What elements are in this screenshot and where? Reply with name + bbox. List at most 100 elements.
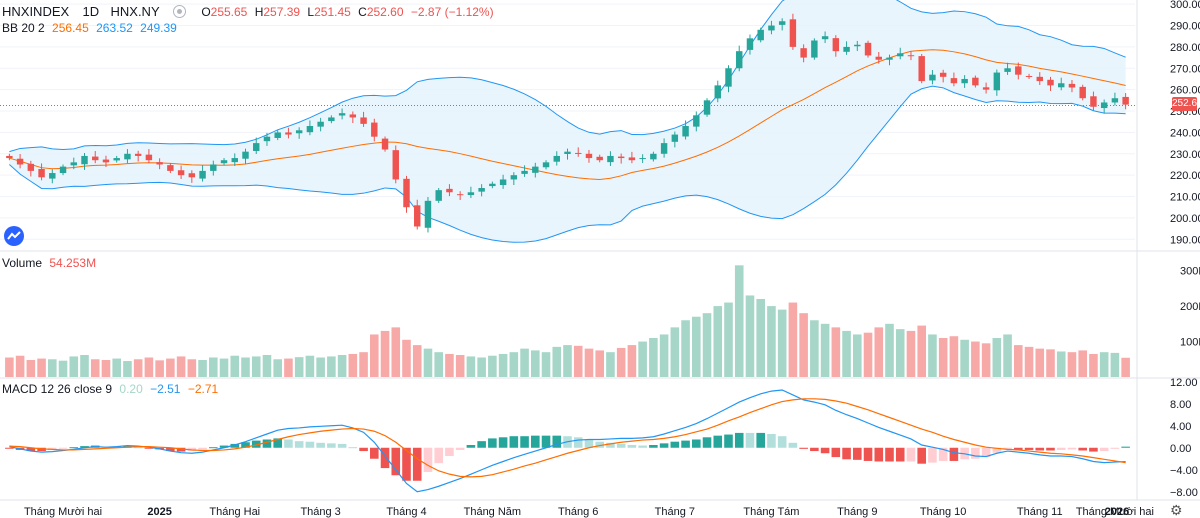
macd-histogram-bar — [777, 436, 787, 448]
volume-bar — [176, 356, 186, 377]
volume-bar — [820, 323, 830, 377]
open-value: 255.65 — [210, 5, 248, 19]
candle-body — [532, 166, 539, 173]
volume-bar — [573, 345, 583, 377]
settings-gear-icon[interactable]: ⚙ — [1170, 502, 1183, 518]
macd-histogram-bar — [745, 432, 755, 448]
open-label: O — [201, 5, 211, 19]
volume-bar — [284, 358, 293, 377]
macd-histogram-bar — [938, 447, 948, 461]
volume-bar — [1078, 350, 1087, 377]
candle-body — [424, 200, 432, 228]
volume-bar — [391, 327, 401, 377]
symbol-name[interactable]: HNXINDEX — [2, 4, 70, 19]
volume-bar — [863, 332, 873, 377]
macd-histogram-bar — [1003, 447, 1012, 450]
interval-label[interactable]: 1D — [82, 4, 100, 19]
volume-bar — [166, 358, 175, 377]
volume-bar — [563, 345, 572, 377]
candle-body — [167, 165, 174, 171]
volume-bar — [616, 347, 626, 377]
tradingview-logo-icon[interactable] — [4, 226, 24, 246]
macd-tick-label: −8.00 — [1170, 487, 1198, 499]
volume-bar — [649, 338, 658, 377]
volume-bar — [412, 345, 422, 377]
macd-histogram-bar — [853, 447, 862, 460]
candle-body — [263, 136, 271, 142]
volume-bar — [58, 360, 68, 377]
volume-bar — [219, 358, 229, 377]
volume-bar — [144, 357, 154, 377]
macd-histogram-bar — [520, 436, 529, 448]
exchange-label: HNX.NY — [110, 4, 160, 19]
macd-histogram-bar — [198, 447, 207, 450]
macd-histogram-bar — [1014, 447, 1023, 450]
macd-histogram-bar — [380, 447, 390, 469]
volume-bar — [552, 346, 562, 377]
macd-legend[interactable]: MACD 12 26 close 9 0.20 −2.51 −2.71 — [2, 382, 222, 396]
macd-histogram-bar — [756, 432, 765, 448]
bb-legend[interactable]: BB 20 2 256.45 263.52 249.39 — [2, 21, 181, 35]
candle-body — [92, 156, 99, 161]
macd-histogram-bar — [541, 435, 551, 448]
volume-bar — [123, 361, 132, 377]
close-label: C — [358, 5, 367, 19]
candle-body — [220, 160, 228, 164]
candle-body — [682, 126, 689, 137]
volume-bar — [69, 356, 79, 377]
candle-body — [746, 38, 754, 50]
volume-legend[interactable]: Volume 54.253M — [2, 256, 100, 270]
volume-bar — [498, 353, 508, 377]
volume-bar — [938, 338, 948, 377]
volume-bar — [1014, 345, 1023, 377]
candle-body — [124, 153, 131, 160]
volume-bar — [423, 348, 433, 377]
time-tick-label: 2025 — [147, 506, 171, 518]
macd-histogram-bar — [906, 447, 916, 462]
candle-body — [231, 158, 238, 163]
candle-body — [875, 56, 882, 60]
macd-histogram-bar — [949, 447, 959, 461]
macd-histogram-bar — [638, 445, 647, 448]
candle-body — [435, 190, 442, 201]
visibility-eye-icon[interactable] — [172, 5, 186, 19]
candle-body — [510, 175, 518, 180]
macd-histogram-bar — [810, 447, 819, 452]
macd-histogram-bar — [1121, 446, 1130, 448]
macd-histogram-bar — [842, 447, 851, 460]
volume-bar — [777, 309, 787, 377]
volume-bar — [734, 265, 744, 377]
volume-bar — [627, 345, 637, 377]
volume-bar — [477, 357, 486, 377]
volume-bar — [895, 329, 905, 377]
macd-histogram-bar — [1046, 447, 1055, 451]
candle-body — [403, 178, 410, 208]
candle-body — [575, 152, 582, 154]
volume-bar — [37, 358, 46, 377]
candle-body — [381, 138, 389, 150]
time-tick-label: Tháng 11 — [1017, 506, 1063, 518]
macd-histogram-bar — [273, 438, 282, 448]
macd-histogram-bar — [445, 447, 454, 456]
macd-histogram-bar — [294, 441, 304, 448]
macd-histogram-bar — [144, 447, 154, 449]
volume-bar — [842, 330, 851, 377]
high-label: H — [254, 5, 264, 19]
macd-histogram-bar — [928, 447, 937, 463]
candle-body — [27, 163, 35, 171]
candle-body — [628, 157, 636, 161]
price-tick-label: 220.00 — [1170, 170, 1200, 182]
macd-histogram-bar — [80, 446, 89, 448]
volume-bar — [767, 306, 776, 377]
candle-body — [156, 162, 163, 165]
macd-histogram-bar — [402, 447, 411, 481]
price-tick-label: 260.00 — [1170, 85, 1200, 97]
macd-tick-label: 4.00 — [1170, 421, 1191, 433]
candle-body — [939, 72, 947, 77]
candle-body — [371, 122, 378, 137]
volume-tick-label: 300M — [1180, 266, 1200, 278]
volume-bar — [906, 330, 916, 377]
volume-bar — [155, 360, 164, 377]
macd-histogram-bar — [981, 447, 991, 458]
